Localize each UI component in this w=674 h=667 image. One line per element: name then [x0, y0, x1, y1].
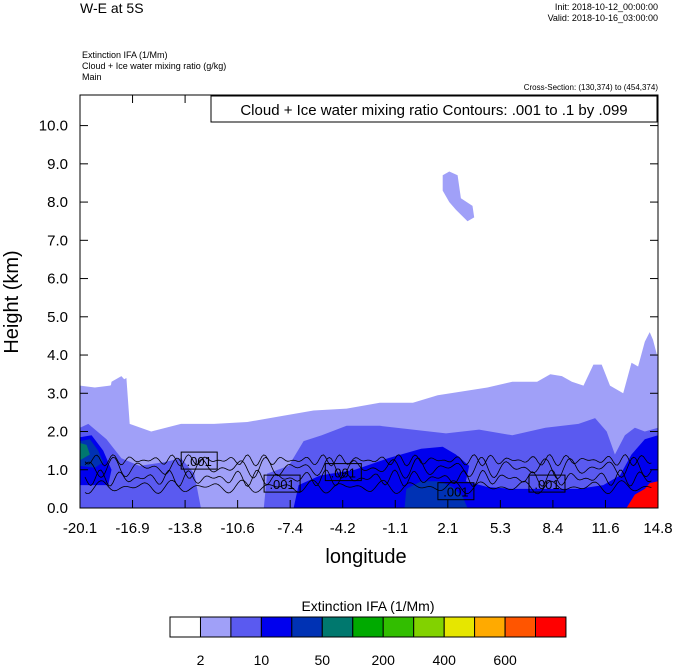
- colorbar-swatch-9: [443, 616, 476, 638]
- x-tick-label-11: 14.8: [643, 520, 672, 537]
- extinction-region-10: [626, 481, 658, 508]
- y-tick-label-9: 9.0: [47, 156, 68, 173]
- contour-label-box-1: [180, 451, 218, 470]
- y-tick-label-3: 3.0: [47, 385, 68, 402]
- y-tick-label-6: 6.0: [47, 271, 68, 288]
- colorbar-swatch-4: [291, 616, 323, 638]
- x-tick-label-4: -7.4: [277, 520, 303, 537]
- colorbar-label-1: 10: [254, 652, 270, 667]
- y-tick-label-5: 5.0: [47, 309, 68, 326]
- extinction-region-2: [104, 376, 127, 424]
- y-tick-label-4: 4.0: [47, 347, 68, 364]
- field-line-main: Main: [82, 72, 102, 82]
- contour-label-1: .001: [187, 454, 212, 469]
- contour-info-box: Cloud + Ice water mixing ratio Contours:…: [210, 95, 658, 123]
- colorbar-swatch-12: [535, 616, 567, 638]
- colorbar: [169, 616, 567, 638]
- x-tick-label-2: -13.8: [168, 520, 202, 537]
- contour-line-2: [84, 469, 652, 488]
- x-tick-label-8: 5.3: [490, 520, 511, 537]
- x-axis: -20.1 -16.9 -13.8 -10.6 -7.4 -4.2 -1.1 2.1 5.3 8.…: [63, 95, 673, 537]
- contour-label-box-5: [528, 474, 566, 493]
- x-tick-label-3: -10.6: [220, 520, 254, 537]
- init-time: Init: 2018-10-12_00:00:00: [554, 2, 658, 12]
- colorbar-label-2: 50: [315, 652, 331, 667]
- y-tick-label-8: 8.0: [47, 194, 68, 211]
- contour-line-3: [84, 479, 652, 495]
- extinction-region-6: [293, 435, 658, 508]
- x-tick-label-10: 11.6: [591, 520, 619, 537]
- x-tick-label-5: -4.2: [330, 520, 356, 537]
- colorbar-labels: 2 10 50 200 400 600: [197, 652, 517, 667]
- y-tick-label-10: 10.0: [39, 118, 68, 135]
- x-tick-label-6: -1.1: [382, 520, 408, 537]
- field-line-extinction: Extinction IFA (1/Mm): [82, 50, 168, 60]
- contour-label-box-3: [324, 463, 362, 482]
- field-line-mixing-ratio: Cloud + Ice water mixing ratio (g/kg): [82, 61, 227, 71]
- x-tick-label-1: -16.9: [115, 520, 149, 537]
- y-tick-label-1: 1.0: [47, 462, 68, 479]
- colorbar-swatch-10: [474, 616, 506, 638]
- colorbar-title: Extinction IFA (1/Mm): [301, 598, 434, 614]
- extinction-fill-layer: [80, 171, 658, 508]
- x-axis-label: longitude: [325, 546, 406, 568]
- plot-frame: [79, 94, 659, 509]
- contour-layer: [84, 454, 652, 495]
- contour-line-4: [84, 454, 652, 467]
- colorbar-swatch-8: [413, 616, 445, 638]
- y-tick-label-7: 7.0: [47, 232, 68, 249]
- x-tick-label-7: 2.1: [437, 520, 458, 537]
- colorbar-swatch-2: [230, 616, 262, 638]
- colorbar-swatch-3: [260, 616, 293, 638]
- contour-info-text: Cloud + Ice water mixing ratio Contours:…: [240, 102, 627, 119]
- contour-label-box-4: [437, 482, 475, 501]
- colorbar-label-5: 600: [493, 652, 517, 667]
- extinction-region-3: [442, 171, 475, 222]
- cross-section-label: Cross-Section: (130,374) to (454,374): [523, 83, 658, 92]
- colorbar-swatch-0: [169, 616, 201, 638]
- x-tick-label-9: 8.4: [542, 520, 563, 537]
- colorbar-label-0: 2: [197, 652, 205, 667]
- y-axis: 0.0 1.0 2.0 3.0 4.0 5.0 6.0 7.0 8.0 9.0 10.0: [39, 118, 658, 517]
- contour-label-3: .001: [331, 466, 356, 481]
- contour-label-5: .001: [534, 477, 559, 492]
- colorbar-swatch-11: [504, 616, 537, 638]
- colorbar-label-3: 200: [372, 652, 396, 667]
- colorbar-swatch-7: [382, 616, 415, 638]
- valid-time: Valid: 2018-10-16_03:00:00: [547, 13, 658, 23]
- contour-label-4: .001: [443, 485, 468, 500]
- y-axis-label: Height (km): [1, 250, 23, 353]
- colorbar-swatch-5: [321, 616, 354, 638]
- contour-label-2: .001: [269, 477, 294, 492]
- extinction-region-9: [80, 443, 90, 461]
- colorbar-swatch-1: [200, 616, 232, 638]
- contour-info-frame: [210, 95, 658, 123]
- x-tick-label-0: -20.1: [63, 520, 97, 537]
- contour-label-box-2: [263, 474, 301, 493]
- colorbar-swatch-6: [352, 616, 384, 638]
- extinction-region-4: [80, 418, 658, 508]
- colorbar-label-4: 400: [433, 652, 457, 667]
- main-title: W-E at 5S: [80, 0, 144, 16]
- y-tick-label-2: 2.0: [47, 424, 68, 441]
- y-tick-label-0: 0.0: [47, 500, 68, 517]
- contour-label-layer: .001 .001 .001 .001 .001: [180, 451, 566, 501]
